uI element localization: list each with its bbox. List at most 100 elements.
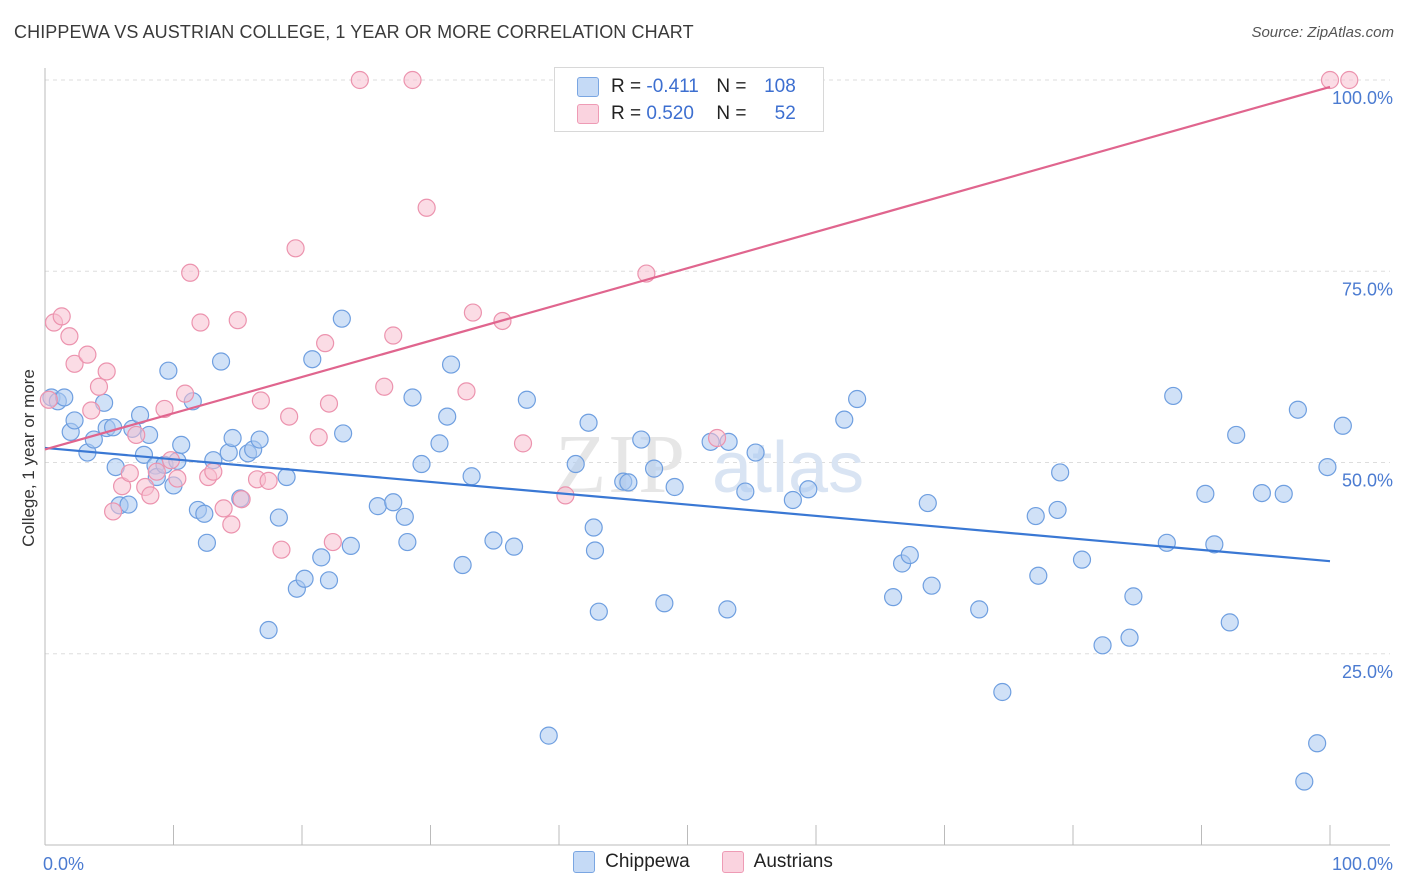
data-point <box>412 454 431 474</box>
data-point <box>60 327 79 346</box>
data-point <box>1051 463 1070 482</box>
data-point <box>417 198 436 217</box>
data-point <box>1026 506 1045 526</box>
data-point <box>119 495 138 514</box>
data-point <box>736 482 755 501</box>
series-austrians <box>39 70 1359 559</box>
data-point <box>195 504 214 523</box>
data-point <box>1274 484 1293 503</box>
data-point <box>159 361 178 380</box>
n-label: N = <box>716 103 747 124</box>
data-point <box>104 418 123 437</box>
data-point <box>168 469 187 488</box>
data-point <box>52 307 71 326</box>
chippewa-swatch <box>573 851 596 873</box>
n-value: 52 <box>774 103 796 124</box>
data-point <box>214 499 233 518</box>
data-point <box>457 382 476 401</box>
data-point <box>155 399 174 419</box>
data-point <box>1196 484 1215 503</box>
data-point <box>799 480 818 499</box>
legend-item-austrians[interactable]: Austrians <box>721 851 833 873</box>
y-tick-label: 50.0% <box>1342 471 1393 491</box>
data-point <box>104 502 123 521</box>
stats-legend: R = -0.411 N = 108 R = 0.520 N = 52 <box>554 67 824 132</box>
data-point <box>228 311 247 330</box>
data-point <box>1220 613 1239 632</box>
data-point <box>97 362 116 381</box>
data-point <box>484 531 503 550</box>
data-point <box>286 239 305 258</box>
austrians-swatch <box>577 104 599 124</box>
data-point <box>147 462 166 481</box>
data-point <box>1029 566 1048 585</box>
data-point <box>430 434 449 453</box>
data-point <box>395 507 414 526</box>
data-point <box>251 391 270 410</box>
chart-title: CHIPPEWA VS AUSTRIAN COLLEGE, 1 YEAR OR … <box>14 22 694 42</box>
data-point <box>316 334 335 353</box>
data-point <box>1072 550 1092 569</box>
data-point <box>1308 734 1327 753</box>
tick-labels: 25.0% 50.0% 75.0% 100.0% 0.0% 100.0% <box>43 88 1393 874</box>
data-point <box>82 401 101 420</box>
data-point <box>384 493 403 512</box>
data-point <box>589 602 608 621</box>
legend-item-chippewa[interactable]: Chippewa <box>573 851 690 873</box>
data-point <box>89 377 109 396</box>
data-point <box>250 430 269 449</box>
data-point <box>644 459 664 478</box>
data-point <box>1252 484 1271 503</box>
data-point <box>334 424 353 443</box>
data-point <box>462 467 481 486</box>
data-point <box>746 443 765 462</box>
data-point <box>718 600 737 619</box>
data-point <box>1048 500 1067 520</box>
data-point <box>1320 70 1340 90</box>
data-point <box>65 411 84 430</box>
data-point <box>584 518 603 537</box>
data-point <box>332 309 351 328</box>
data-point <box>1164 386 1183 406</box>
data-point <box>783 490 802 510</box>
data-point <box>309 428 328 447</box>
data-point <box>585 541 605 560</box>
x-tick-label: 100.0% <box>1332 854 1393 874</box>
data-point <box>1295 772 1314 791</box>
data-point <box>517 390 536 409</box>
data-point <box>120 464 139 483</box>
data-point <box>280 407 299 426</box>
gridlines <box>45 79 1390 655</box>
data-point <box>632 430 651 449</box>
data-point <box>1318 457 1337 477</box>
data-point <box>341 536 360 555</box>
y-tick-label: 25.0% <box>1342 662 1393 682</box>
data-point <box>191 313 210 332</box>
austrians-swatch <box>721 851 744 873</box>
data-point <box>181 263 200 282</box>
data-point <box>403 70 422 90</box>
data-point <box>993 682 1012 702</box>
data-point <box>918 493 937 513</box>
data-point <box>127 425 146 445</box>
data-point <box>922 576 941 595</box>
r-value: 0.520 <box>646 103 694 124</box>
data-point <box>350 70 369 90</box>
data-point <box>232 490 251 509</box>
data-point <box>1288 400 1307 419</box>
data-point <box>312 548 331 567</box>
data-point <box>259 471 278 490</box>
data-point <box>707 428 727 448</box>
data-point <box>55 388 74 407</box>
data-point <box>463 303 483 322</box>
data-point <box>438 407 457 426</box>
r-value: -0.411 <box>646 76 699 97</box>
stats-row-austrians: R = 0.520 N = 52 <box>577 101 796 127</box>
data-point <box>319 394 339 413</box>
data-point <box>1205 535 1224 554</box>
data-point <box>384 326 403 345</box>
r-label: R = <box>611 76 642 97</box>
data-point <box>900 545 919 565</box>
trend-line-chippewa <box>44 446 1331 563</box>
